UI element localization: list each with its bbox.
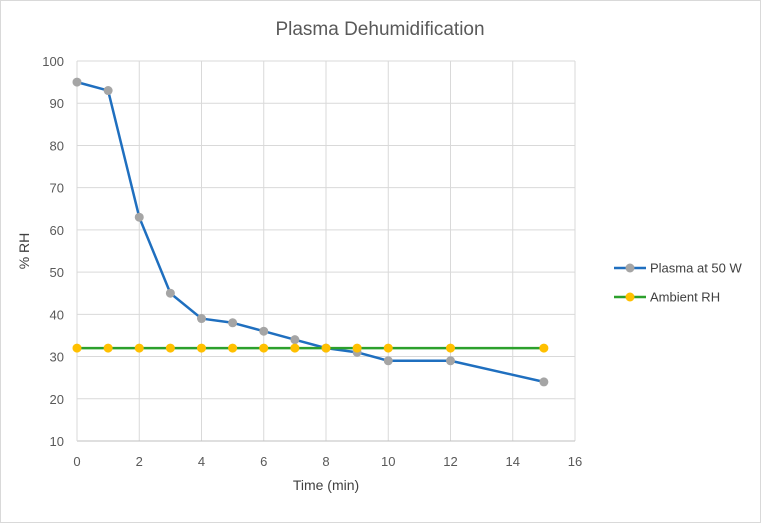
gridlines (76, 60, 576, 442)
data-point (446, 356, 455, 366)
legend-marker (625, 263, 635, 273)
legend-label: Plasma at 50 W (650, 261, 742, 276)
data-point (383, 356, 393, 366)
x-tick-label: 14 (506, 454, 520, 469)
legend-item-ambient: Ambient RH (614, 290, 720, 305)
data-point (228, 318, 238, 328)
data-point (383, 343, 393, 353)
x-tick-label: 8 (322, 454, 329, 469)
y-tick-label: 50 (50, 265, 64, 280)
x-tick-label: 12 (443, 454, 457, 469)
y-axis-ticks: 10 20 30 40 50 60 70 80 90 100 (42, 54, 64, 449)
x-axis-label: Time (min) (293, 477, 359, 493)
data-point (72, 343, 82, 353)
data-point (197, 314, 206, 324)
data-point (197, 343, 206, 353)
data-point (228, 343, 238, 353)
y-tick-label: 60 (50, 223, 64, 238)
data-point (165, 288, 175, 298)
legend: Plasma at 50 W Ambient RH (614, 261, 742, 305)
data-point (165, 343, 175, 353)
data-point (72, 77, 82, 87)
x-tick-label: 6 (260, 454, 267, 469)
y-tick-label: 70 (50, 181, 64, 196)
data-point (446, 343, 455, 353)
data-point (539, 343, 549, 353)
y-tick-label: 40 (50, 307, 64, 322)
x-tick-label: 2 (136, 454, 143, 469)
x-tick-label: 4 (198, 454, 205, 469)
y-tick-label: 20 (50, 392, 64, 407)
y-tick-label: 80 (50, 138, 64, 153)
x-axis-ticks: 0 2 4 6 8 10 12 14 16 (73, 454, 582, 469)
x-tick-label: 16 (568, 454, 582, 469)
data-point (290, 343, 300, 353)
legend-marker (625, 292, 635, 302)
data-point (134, 343, 144, 353)
data-point (290, 335, 300, 345)
data-point (103, 343, 113, 353)
y-axis-label: % RH (16, 233, 32, 270)
legend-label: Ambient RH (650, 290, 720, 305)
y-tick-label: 100 (42, 54, 64, 69)
data-point (103, 86, 113, 96)
series-group (72, 77, 549, 387)
y-tick-label: 30 (50, 350, 64, 365)
series-ambient (72, 343, 549, 353)
chart-title: Plasma Dehumidification (275, 19, 484, 40)
legend-item-plasma: Plasma at 50 W (614, 261, 742, 276)
data-point (352, 343, 362, 353)
series-plasma (72, 77, 549, 387)
data-point (259, 326, 269, 336)
x-tick-label: 0 (73, 454, 80, 469)
y-tick-label: 10 (50, 434, 64, 449)
data-point (539, 377, 549, 387)
data-point (321, 343, 331, 353)
x-tick-label: 10 (381, 454, 395, 469)
data-point (259, 343, 269, 353)
series-line (76, 80, 545, 384)
data-point (134, 212, 144, 222)
y-tick-label: 90 (50, 96, 64, 111)
